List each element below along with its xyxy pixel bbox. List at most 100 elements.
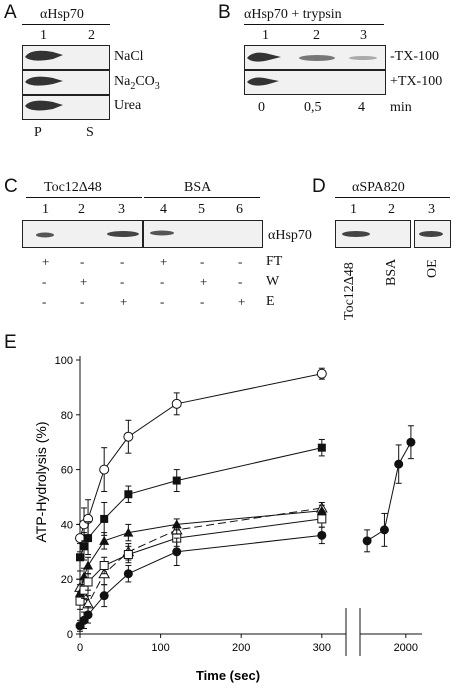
y-tick-label: 60 bbox=[61, 465, 73, 477]
panel-c-underline-bsa bbox=[144, 197, 260, 198]
panel-d-lane-1: 1 bbox=[350, 202, 357, 217]
panel-b-blot-minus-tx bbox=[244, 45, 386, 70]
data-point-filled-circle bbox=[172, 547, 182, 557]
data-point-filled-circle bbox=[362, 536, 372, 546]
x-tick-label: 300 bbox=[313, 642, 331, 654]
panel-c-group-toc: Toc12Δ48 bbox=[44, 180, 102, 195]
data-point-filled-square bbox=[172, 476, 181, 485]
panel-c-blot-toc bbox=[22, 220, 143, 248]
data-point-open-square bbox=[83, 577, 93, 587]
panel-c-lane-1: 1 bbox=[42, 202, 49, 217]
panel-c-sign: - bbox=[238, 254, 243, 269]
y-tick-label: 20 bbox=[61, 574, 73, 586]
panel-b-blot-plus-tx bbox=[244, 70, 386, 95]
y-tick-label: 80 bbox=[61, 410, 73, 422]
data-point-filled-circle bbox=[406, 437, 416, 447]
data-point-filled-square bbox=[76, 553, 84, 562]
panel-c-lane-3: 3 bbox=[118, 202, 125, 217]
panel-c-sign: + bbox=[120, 294, 128, 309]
panel-d-lane-3: 3 bbox=[428, 202, 435, 217]
panel-b-row-plus-tx: +TX-100 bbox=[390, 74, 443, 89]
data-point-filled-circle bbox=[394, 459, 404, 469]
data-point-filled-square bbox=[80, 542, 89, 551]
bands bbox=[150, 230, 174, 236]
panel-a-antibody: αHsp70 bbox=[40, 7, 84, 22]
panel-label-c: C bbox=[4, 176, 18, 197]
data-point-open-square bbox=[317, 514, 327, 524]
panel-a-row-nacl: NaCl bbox=[114, 49, 144, 64]
bands bbox=[36, 231, 139, 238]
panel-b-lane-2: 2 bbox=[313, 28, 320, 43]
x-tick-label: 100 bbox=[151, 642, 169, 654]
data-point-filled-triangle bbox=[99, 535, 110, 545]
data-point-filled-triangle bbox=[171, 519, 182, 529]
y-tick-label: 100 bbox=[55, 355, 73, 367]
data-point-open-square bbox=[123, 550, 133, 560]
panel-b-row-minus-tx: -TX-100 bbox=[390, 49, 439, 64]
panel-d-antibody: αSPA820 bbox=[352, 180, 405, 195]
data-point-filled-circle bbox=[99, 591, 109, 601]
panel-d-sample-3: OE bbox=[425, 259, 440, 278]
data-point-open-circle bbox=[316, 368, 327, 379]
data-point-open-circle bbox=[171, 398, 182, 409]
band bbox=[342, 231, 370, 237]
data-point-filled-triangle bbox=[123, 527, 134, 537]
panel-d-blot-1 bbox=[335, 220, 411, 248]
data-point-filled-square bbox=[100, 514, 109, 523]
panel-b-lane-3: 3 bbox=[360, 28, 367, 43]
panel-c-sign: + bbox=[200, 274, 208, 289]
panel-c-sign: - bbox=[238, 274, 243, 289]
data-point-filled-circle bbox=[123, 569, 133, 579]
panel-a-lane-1: 1 bbox=[40, 28, 47, 43]
series-line bbox=[79, 447, 322, 558]
panel-b-time-2: 0,5 bbox=[304, 100, 322, 115]
panel-c-sign: + bbox=[238, 294, 246, 309]
panel-a-blot-na2co3 bbox=[22, 70, 110, 95]
series-line bbox=[79, 510, 322, 594]
panel-label-a: A bbox=[4, 2, 17, 23]
panel-c-sign: - bbox=[80, 294, 85, 309]
band bbox=[25, 100, 63, 111]
band bbox=[419, 231, 443, 237]
panel-c-sign: - bbox=[160, 274, 165, 289]
panel-c-blot-bsa bbox=[143, 220, 263, 248]
panel-a-blot-urea bbox=[22, 95, 110, 120]
panel-c-row-ft: FT bbox=[266, 254, 283, 269]
panel-c-group-bsa: BSA bbox=[184, 180, 212, 195]
panel-c-sign: - bbox=[42, 274, 47, 289]
data-point-filled-square bbox=[317, 443, 326, 452]
panel-c-sign: - bbox=[200, 254, 205, 269]
panel-d-lane-2: 2 bbox=[388, 202, 395, 217]
data-point-filled-circle bbox=[317, 530, 327, 540]
data-point-filled-circle bbox=[83, 610, 93, 620]
panel-d-underline bbox=[335, 197, 450, 198]
panel-a-blot-nacl bbox=[22, 45, 110, 70]
panel-c-lane-4: 4 bbox=[160, 202, 167, 217]
panel-b-time-1: 0 bbox=[258, 100, 265, 115]
x-tick-label: 0 bbox=[77, 642, 83, 654]
band bbox=[25, 50, 63, 61]
data-point-open-square bbox=[99, 561, 109, 570]
panel-d-sample-2: BSA bbox=[384, 258, 399, 286]
series-line bbox=[79, 534, 322, 627]
panel-a-row-urea: Urea bbox=[114, 98, 142, 113]
panel-c-sign: - bbox=[160, 294, 165, 309]
panel-c-sign: + bbox=[160, 254, 168, 269]
panel-label-e: E bbox=[4, 332, 17, 353]
data-point-open-circle bbox=[123, 431, 134, 442]
data-point-open-circle bbox=[99, 464, 110, 475]
y-axis-label: ATP-Hydrolysis (%) bbox=[33, 421, 49, 542]
panel-c-lane-5: 5 bbox=[198, 202, 205, 217]
panel-c-row-w: W bbox=[266, 274, 280, 289]
panel-a-lane-2: 2 bbox=[88, 28, 95, 43]
y-tick-label: 40 bbox=[61, 519, 73, 531]
data-point-filled-square bbox=[84, 534, 93, 543]
panel-b-antibody: αHsp70 + trypsin bbox=[244, 7, 342, 22]
panel-c-sign: + bbox=[42, 254, 50, 269]
series-line bbox=[366, 441, 412, 542]
y-tick-label: 0 bbox=[67, 629, 73, 641]
panel-c-row-e: E bbox=[266, 294, 275, 309]
panel-label-d: D bbox=[312, 176, 326, 197]
x-tick-label: 200 bbox=[232, 642, 250, 654]
band bbox=[25, 76, 63, 86]
